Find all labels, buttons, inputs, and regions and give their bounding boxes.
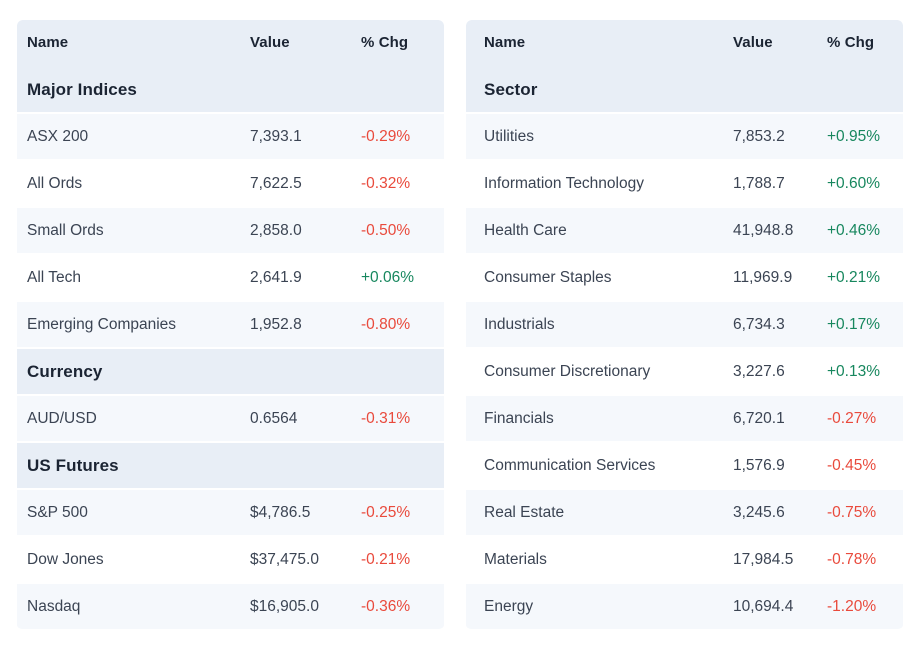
market-overview: Name Value % Chg Major Indices ASX 200 7,3… (17, 20, 903, 631)
value-cell: 7,393.1 (250, 127, 302, 145)
table-row: Materials 17,984.5 -0.78% (466, 537, 903, 584)
value-cell: $16,905.0 (250, 597, 319, 615)
column-header-row: Name Value % Chg (17, 20, 444, 67)
change-cell: -0.21% (361, 550, 411, 568)
column-header-row: Name Value % Chg (466, 20, 903, 67)
change-cell: +0.13% (827, 362, 881, 380)
name-cell: Consumer Staples (484, 268, 612, 286)
value-cell: 3,245.6 (733, 503, 785, 521)
table-row: S&P 500 $4,786.5 -0.25% (17, 490, 444, 537)
table-row: ASX 200 7,393.1 -0.29% (17, 114, 444, 161)
value-cell: 2,641.9 (250, 268, 302, 286)
name-cell: Utilities (484, 127, 534, 145)
name-cell: Nasdaq (27, 597, 81, 615)
name-cell: Dow Jones (27, 550, 104, 568)
value-cell: 6,734.3 (733, 315, 785, 333)
change-cell: +0.60% (827, 174, 881, 192)
change-cell: -0.75% (827, 503, 877, 521)
table-row: Nasdaq $16,905.0 -0.36% (17, 584, 444, 631)
name-cell: Real Estate (484, 503, 565, 521)
name-cell: S&P 500 (27, 503, 88, 521)
change-cell: -0.36% (361, 597, 411, 615)
value-cell: $37,475.0 (250, 550, 319, 568)
change-cell: +0.46% (827, 221, 881, 239)
column-header-change: % Chg (827, 34, 875, 51)
name-cell: All Ords (27, 174, 83, 192)
value-cell: $4,786.5 (250, 503, 311, 521)
table-row: All Ords 7,622.5 -0.32% (17, 161, 444, 208)
table-row: Real Estate 3,245.6 -0.75% (466, 490, 903, 537)
name-cell: All Tech (27, 268, 81, 286)
change-cell: -0.50% (361, 221, 411, 239)
change-cell: -0.32% (361, 174, 411, 192)
column-header-value: Value (733, 34, 773, 51)
name-cell: Financials (484, 409, 554, 427)
value-cell: 17,984.5 (733, 550, 794, 568)
value-cell: 0.6564 (250, 409, 298, 427)
change-cell: +0.06% (361, 268, 415, 286)
value-cell: 1,952.8 (250, 315, 302, 333)
section-title: US Futures (27, 455, 119, 475)
table-row: Health Care 41,948.8 +0.46% (466, 208, 903, 255)
section-header-row: US Futures (17, 443, 444, 490)
change-cell: -0.27% (827, 409, 877, 427)
name-cell: Small Ords (27, 221, 104, 239)
change-cell: +0.95% (827, 127, 881, 145)
name-cell: Energy (484, 597, 534, 615)
change-cell: +0.21% (827, 268, 881, 286)
column-header-value: Value (250, 34, 290, 51)
name-cell: Consumer Discretionary (484, 362, 651, 380)
name-cell: Information Technology (484, 174, 644, 192)
change-cell: -0.29% (361, 127, 411, 145)
section-title: Currency (27, 361, 103, 381)
change-cell: -0.31% (361, 409, 411, 427)
value-cell: 7,622.5 (250, 174, 302, 192)
value-cell: 2,858.0 (250, 221, 302, 239)
table-row: Energy 10,694.4 -1.20% (466, 584, 903, 631)
change-cell: -0.25% (361, 503, 411, 521)
market-table-right: Name Value % Chg Sector Utilities 7,853.2 +… (466, 20, 903, 631)
column-header-change: % Chg (361, 34, 409, 51)
column-header-name: Name (27, 34, 69, 51)
change-cell: +0.17% (827, 315, 881, 333)
table-row: Small Ords 2,858.0 -0.50% (17, 208, 444, 255)
change-cell: -0.78% (827, 550, 877, 568)
value-cell: 41,948.8 (733, 221, 794, 239)
table-row: Information Technology 1,788.7 +0.60% (466, 161, 903, 208)
value-cell: 10,694.4 (733, 597, 794, 615)
table-row: All Tech 2,641.9 +0.06% (17, 255, 444, 302)
name-cell: Emerging Companies (27, 315, 177, 333)
table-row: Utilities 7,853.2 +0.95% (466, 114, 903, 161)
change-cell: -0.80% (361, 315, 411, 333)
section-header-row: Sector (466, 67, 903, 114)
value-cell: 6,720.1 (733, 409, 785, 427)
section-title: Sector (484, 79, 538, 99)
market-table-left: Name Value % Chg Major Indices ASX 200 7,3… (17, 20, 444, 631)
table-row: Dow Jones $37,475.0 -0.21% (17, 537, 444, 584)
change-cell: -0.45% (827, 456, 877, 474)
table-row: Financials 6,720.1 -0.27% (466, 396, 903, 443)
value-cell: 1,576.9 (733, 456, 785, 474)
table-row: Consumer Staples 11,969.9 +0.21% (466, 255, 903, 302)
name-cell: Industrials (484, 315, 555, 333)
change-cell: -1.20% (827, 597, 877, 615)
name-cell: ASX 200 (27, 127, 89, 145)
value-cell: 7,853.2 (733, 127, 785, 145)
section-header-row: Currency (17, 349, 444, 396)
table-row: Communication Services 1,576.9 -0.45% (466, 443, 903, 490)
section-title: Major Indices (27, 79, 137, 99)
table-row: AUD/USD 0.6564 -0.31% (17, 396, 444, 443)
name-cell: Materials (484, 550, 547, 568)
column-header-name: Name (484, 34, 526, 51)
table-row: Consumer Discretionary 3,227.6 +0.13% (466, 349, 903, 396)
section-header-row: Major Indices (17, 67, 444, 114)
value-cell: 3,227.6 (733, 362, 785, 380)
table-row: Industrials 6,734.3 +0.17% (466, 302, 903, 349)
table-row: Emerging Companies 1,952.8 -0.80% (17, 302, 444, 349)
value-cell: 1,788.7 (733, 174, 785, 192)
value-cell: 11,969.9 (733, 268, 793, 286)
name-cell: Health Care (484, 221, 567, 239)
name-cell: Communication Services (484, 456, 656, 474)
name-cell: AUD/USD (27, 409, 97, 427)
